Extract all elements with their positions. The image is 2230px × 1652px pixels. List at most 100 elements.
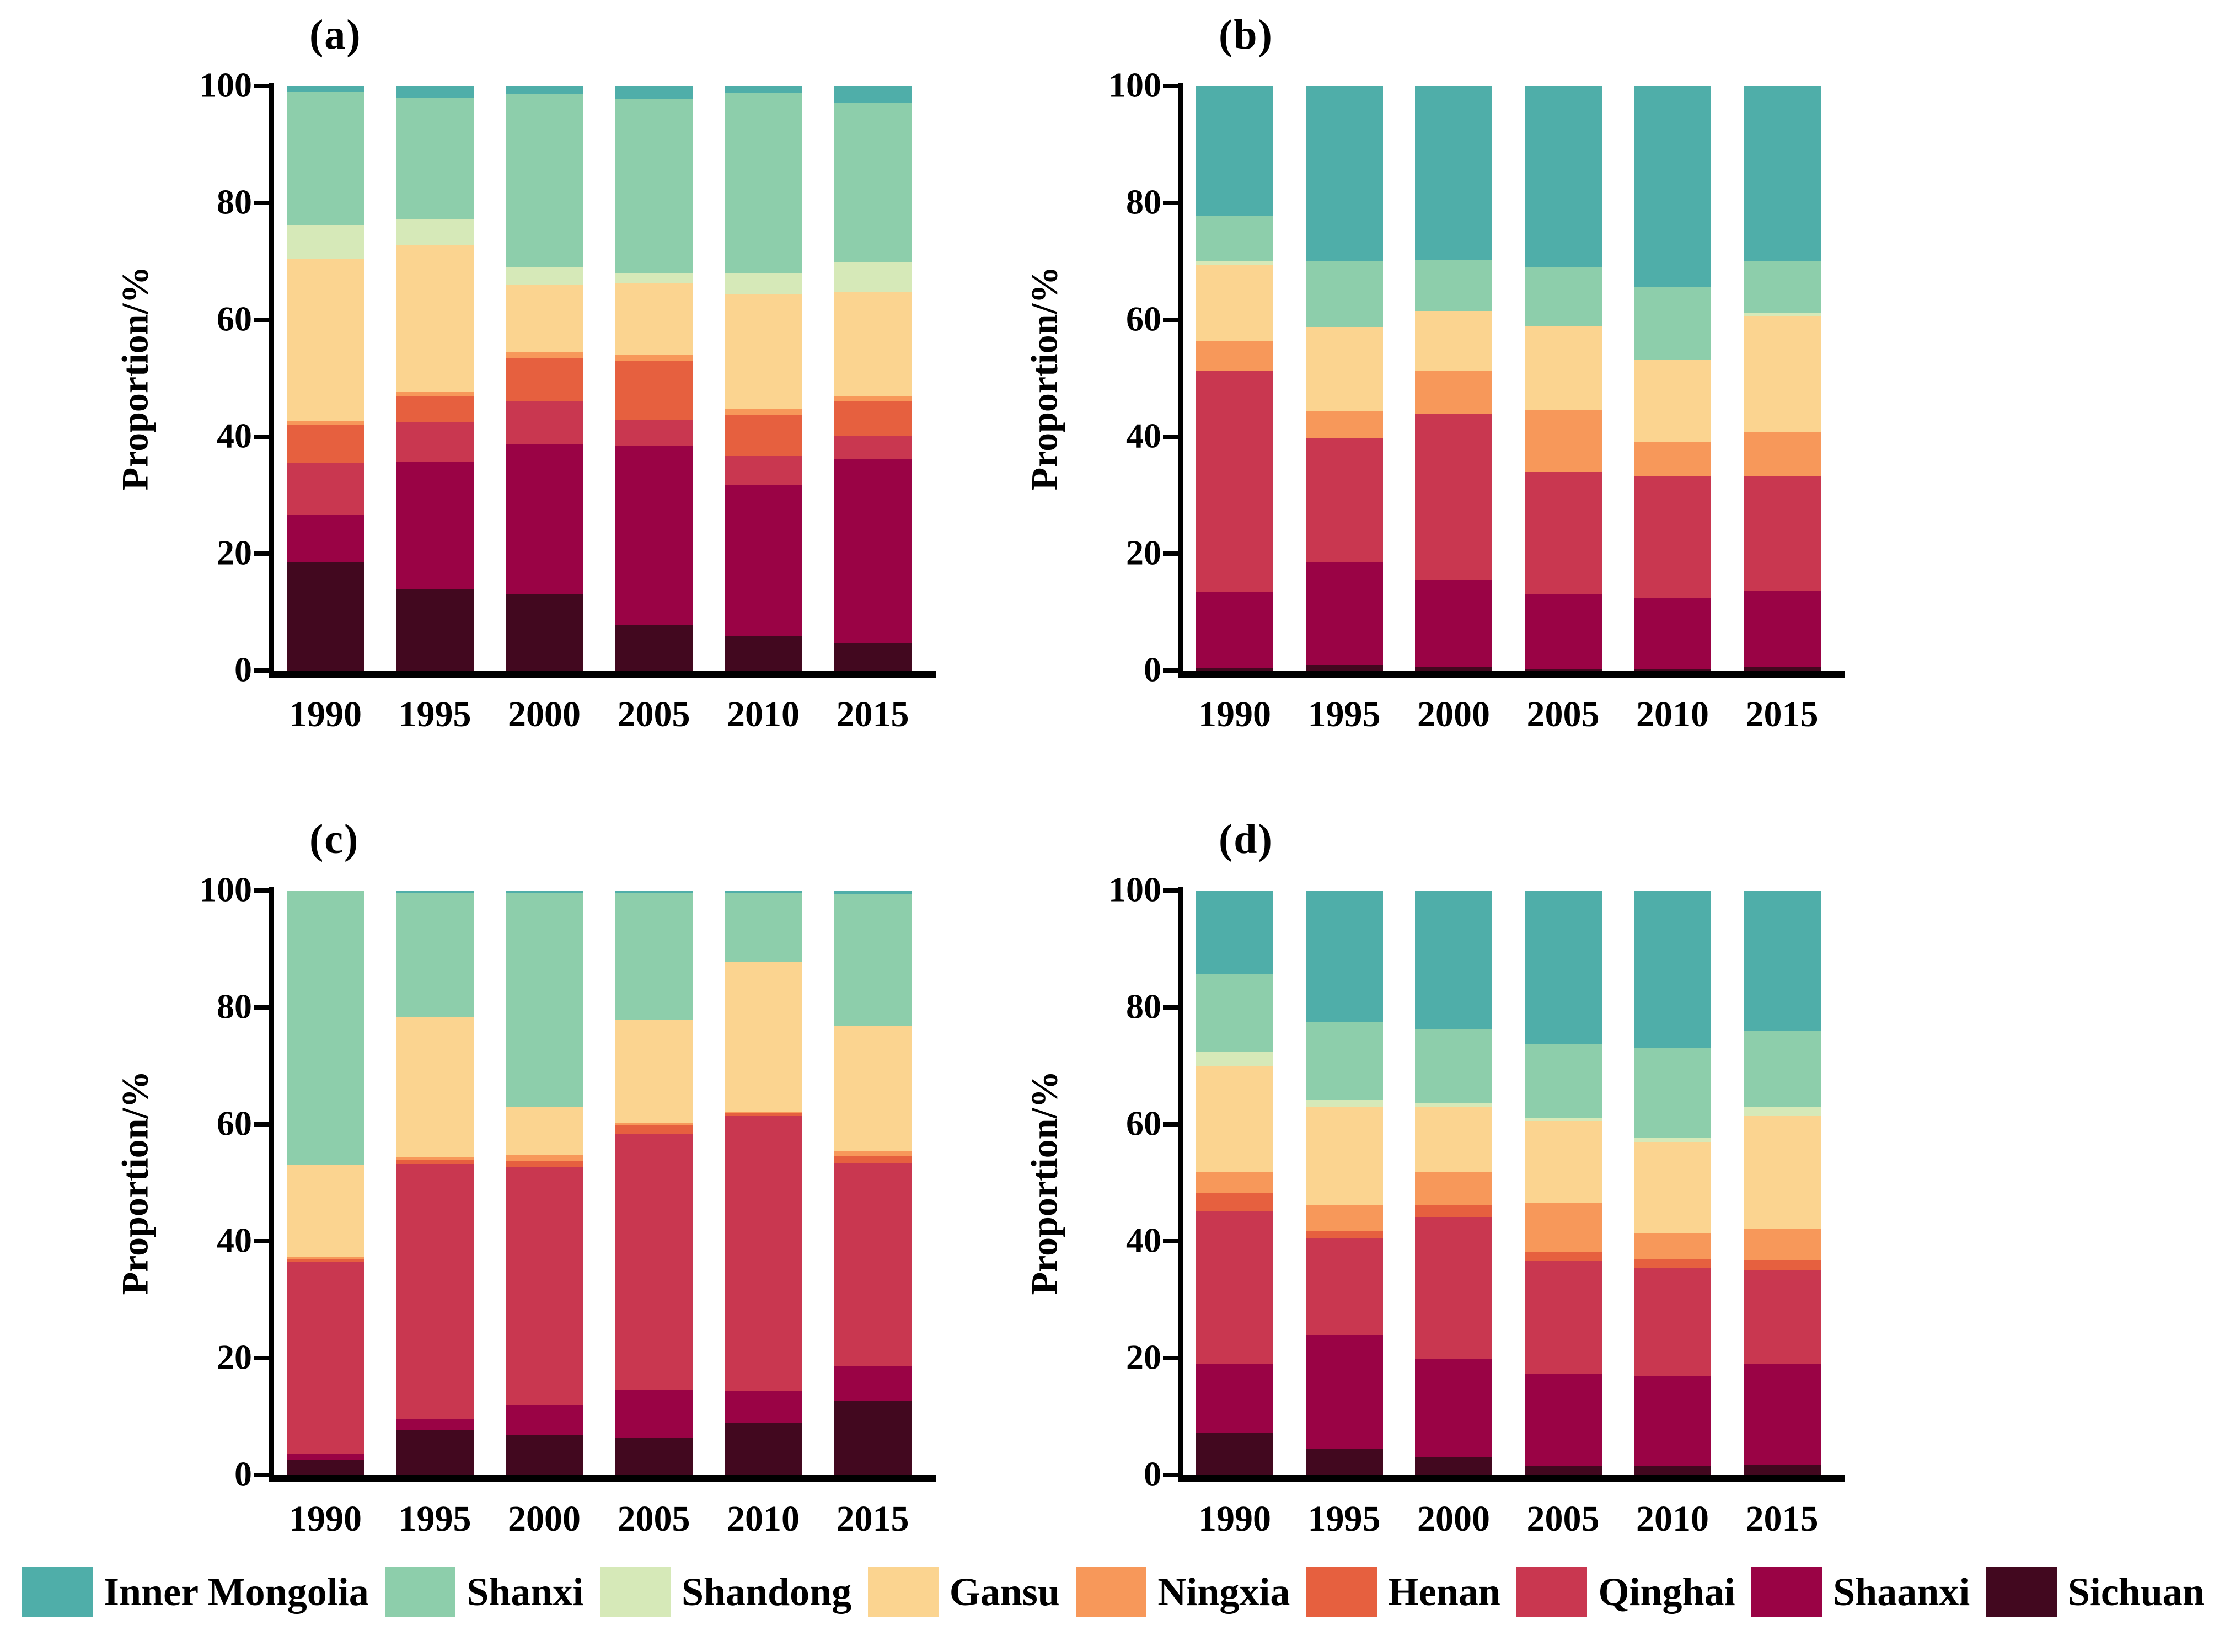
legend-item-shaanxi: Shaanxi (1751, 1567, 1970, 1617)
bar-segment-qinghai (1305, 438, 1383, 562)
legend-swatch (1516, 1567, 1588, 1617)
bar-segment-shaanxi (1415, 579, 1492, 667)
bar-segment-shandong (1634, 1138, 1711, 1142)
bar-segment-inner-mongolia (506, 86, 583, 94)
bar-segment-inner-mongolia (1415, 86, 1492, 260)
panel-a: (a) Proportion/% 0 20 40 60 80 100 1990 1995 200… (114, 12, 936, 734)
bar-segment-shanxi (1743, 261, 1821, 313)
bar-segment-gansu (725, 962, 802, 1112)
x-tick-label: 2000 (1417, 1499, 1490, 1539)
bar-segment-shandong (1196, 261, 1273, 266)
bar-segment-qinghai (287, 1262, 364, 1454)
bar-segment-sichuan (834, 643, 912, 671)
legend-swatch (1751, 1567, 1822, 1617)
y-tick-label: 40 (217, 1220, 252, 1260)
panel-d-title: (d) (1219, 816, 1273, 862)
bar-segment-qinghai (1743, 476, 1821, 591)
bar-segment-shanxi (1196, 216, 1273, 262)
legend-item-shanxi: Shanxi (385, 1567, 583, 1617)
legend-label: Sichuan (2067, 1569, 2205, 1614)
bar-segment-inner-mongolia (287, 86, 364, 92)
bar-segment-shanxi (615, 99, 693, 273)
bar-segment-qinghai (287, 463, 364, 516)
y-tick-label: 60 (217, 299, 252, 339)
y-tick-mark (254, 668, 269, 673)
legend-label: Qinghai (1598, 1569, 1735, 1614)
bar-segment-ningxia (1634, 1233, 1711, 1259)
bar-segment-shaanxi (287, 1453, 364, 1460)
panel-a-title: (a) (309, 12, 362, 58)
legend-swatch (1076, 1567, 1147, 1617)
bar-segment-ningxia (1634, 441, 1711, 476)
bar-segment-gansu (396, 1017, 474, 1158)
y-tick-mark (1163, 1356, 1178, 1360)
y-tick-label: 0 (234, 650, 252, 689)
bar-segment-qinghai (1196, 371, 1273, 592)
x-tick-label: 2005 (1526, 1499, 1600, 1539)
bar-segment-sichuan (615, 1438, 693, 1475)
bar-segment-qinghai (615, 1134, 693, 1390)
stacked-bar-2015 (834, 86, 912, 671)
legend-item-shandong: Shandong (599, 1567, 852, 1617)
bar-segment-shaanxi (396, 1419, 474, 1431)
bar-segment-qinghai (1524, 1261, 1602, 1374)
bar-segment-ningxia (615, 355, 693, 361)
y-tick-mark (254, 551, 269, 556)
x-tick-label: 2005 (617, 694, 690, 734)
bar-segment-sichuan (725, 1422, 802, 1475)
x-tick-label: 2005 (617, 1499, 690, 1539)
bar-segment-gansu (615, 1020, 693, 1123)
bar-segment-inner-mongolia (834, 891, 912, 894)
bar-segment-ningxia (506, 1155, 583, 1161)
bar-segment-shandong (615, 273, 693, 284)
y-tick-label: 20 (1126, 1337, 1161, 1377)
y-tick-mark (1163, 84, 1178, 88)
bar-segment-shanxi (1415, 260, 1492, 312)
legend-label: Shandong (681, 1569, 852, 1614)
stacked-bar-2015 (1743, 891, 1821, 1475)
bar-segment-shanxi (725, 92, 802, 274)
bar-segment-shandong (725, 273, 802, 295)
y-tick-label: 100 (199, 870, 252, 909)
panel-a-y-axis-label: Proportion/% (114, 266, 156, 491)
bar-segment-shaanxi (1743, 591, 1821, 667)
x-tick-label: 1990 (1198, 694, 1271, 734)
y-tick-label: 80 (217, 986, 252, 1026)
bar-segment-qinghai (1524, 471, 1602, 595)
bar-segment-qinghai (396, 422, 474, 462)
legend-item-henan: Henan (1306, 1567, 1500, 1617)
bar-segment-shaanxi (506, 1404, 583, 1435)
legend-label: Ningxia (1157, 1569, 1290, 1614)
bar-segment-sichuan (834, 1401, 912, 1475)
y-tick-mark (254, 888, 269, 893)
bar-segment-inner-mongolia (1634, 86, 1711, 287)
bar-segment-shaanxi (1743, 1364, 1821, 1465)
bar-segment-shanxi (1524, 1043, 1602, 1119)
stacked-bar-1990 (1196, 891, 1273, 1475)
bar-segment-henan (834, 401, 912, 436)
bar-segment-gansu (834, 1025, 912, 1151)
panel-a-y-axis (269, 83, 274, 671)
panel-b-x-axis (1178, 671, 1845, 678)
bar-segment-henan (1524, 1252, 1602, 1262)
bar-segment-shaanxi (1524, 594, 1602, 669)
bar-segment-gansu (1196, 265, 1273, 341)
bar-segment-henan (287, 424, 364, 463)
panel-a-x-axis (269, 671, 936, 678)
bar-segment-henan (1634, 1258, 1711, 1268)
bar-segment-henan (506, 1161, 583, 1168)
bar-segment-ningxia (1196, 1172, 1273, 1194)
bar-segment-qinghai (1634, 1268, 1711, 1376)
bar-segment-inner-mongolia (1196, 86, 1273, 217)
bar-segment-gansu (1415, 1107, 1492, 1172)
bar-segment-inner-mongolia (1415, 891, 1492, 1030)
bar-segment-qinghai (1634, 476, 1711, 598)
y-tick-mark (1163, 318, 1178, 322)
panel-c-y-axis (269, 887, 274, 1475)
bar-segment-sichuan (1634, 668, 1711, 671)
bar-segment-ningxia (506, 352, 583, 358)
bar-segment-shanxi (615, 893, 693, 1021)
bar-segment-shandong (1415, 1103, 1492, 1107)
legend-item-sichuan: Sichuan (1986, 1567, 2205, 1617)
bar-segment-inner-mongolia (1305, 891, 1383, 1022)
